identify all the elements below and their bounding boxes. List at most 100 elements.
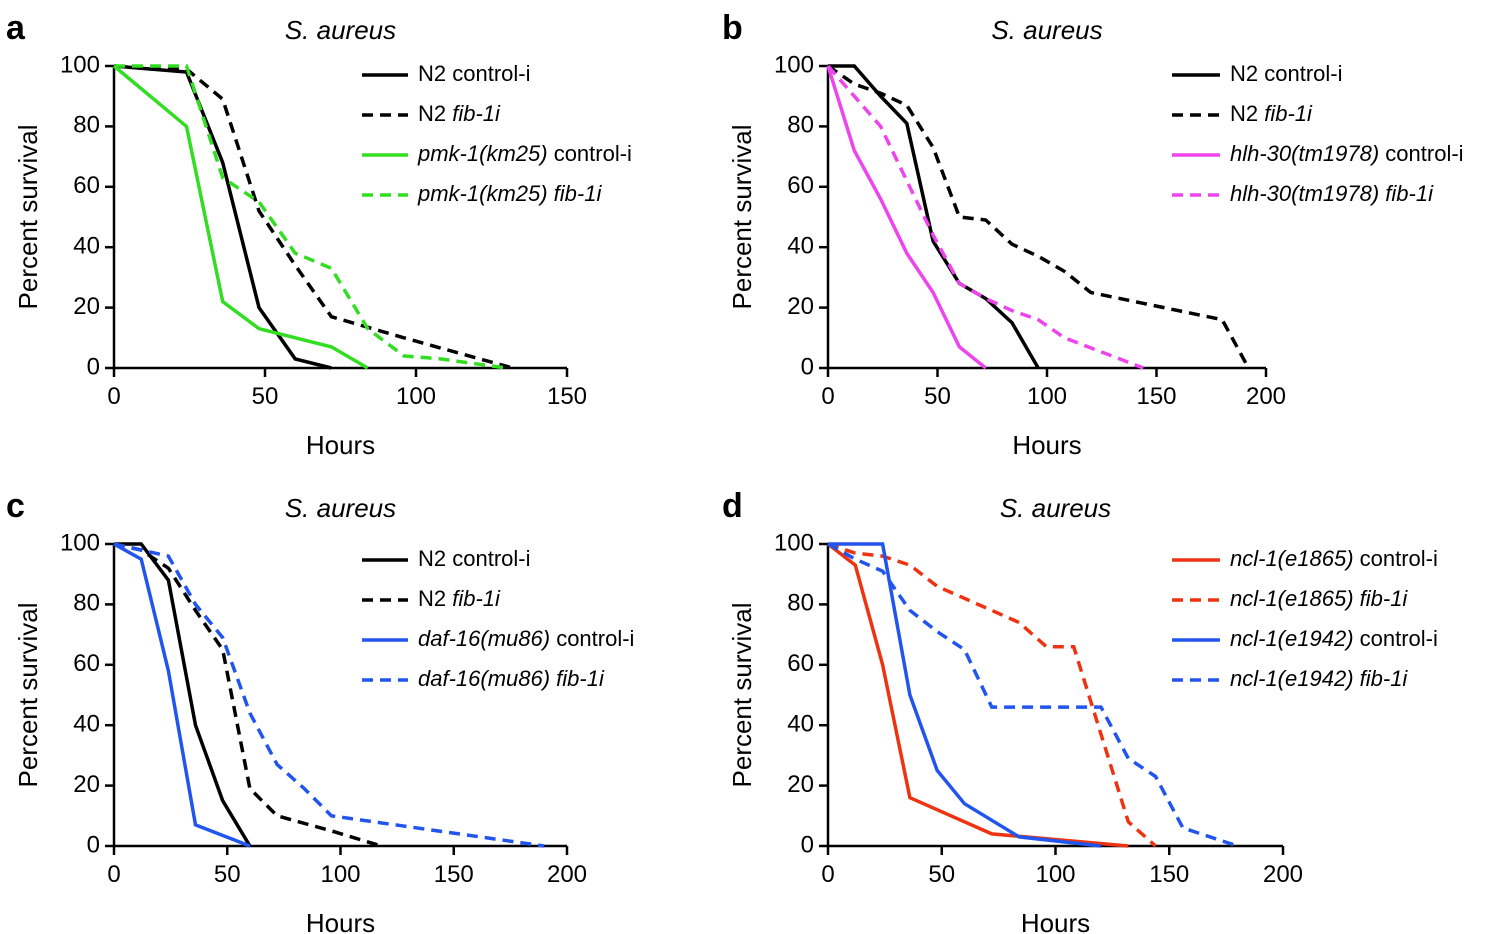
series-line-3 <box>828 542 1102 848</box>
legend-entry: N2 control-i <box>418 61 530 86</box>
y-tick-label: 100 <box>60 51 100 78</box>
panel-letter: a <box>6 9 26 47</box>
y-tick-label: 40 <box>787 233 814 260</box>
x-tick-label: 200 <box>1263 861 1303 888</box>
legend: N2 control-i N2 fib-1i daf-16(mu86) contro… <box>362 546 634 691</box>
y-tick-label: 20 <box>787 771 814 798</box>
legend: ncl-1(e1865) control-i ncl-1(e1865) fib-1… <box>1172 546 1438 691</box>
legend-entry: N2 fib-1i <box>1230 101 1313 126</box>
y-tick-label: 0 <box>87 831 100 858</box>
x-tick-label: 150 <box>1136 383 1176 410</box>
series-line-1 <box>828 64 1040 369</box>
chart-title: S. aureus <box>285 15 396 45</box>
y-axis-label: Percent survival <box>13 603 43 788</box>
x-tick-label: 50 <box>928 861 955 888</box>
y-tick-label: 20 <box>787 293 814 320</box>
x-tick-label: 50 <box>252 383 279 410</box>
x-tick-label: 200 <box>1246 383 1286 410</box>
y-tick-label: 100 <box>774 529 814 556</box>
y-tick-label: 100 <box>60 529 100 556</box>
legend-entry: ncl-1(e1865) control-i <box>1230 546 1438 571</box>
y-tick-label: 60 <box>73 172 100 199</box>
legend-entry: hlh-30(tm1978) fib-1i <box>1230 181 1434 206</box>
y-tick-label: 80 <box>787 590 814 617</box>
y-tick-label: 20 <box>73 293 100 320</box>
x-tick-label: 0 <box>107 861 120 888</box>
x-tick-label: 100 <box>396 383 436 410</box>
x-tick-label: 0 <box>107 383 120 410</box>
panel-b: b S. aureus 0 20 40 60 80 100 0 50 100 150 200 Hours P… <box>722 9 1464 460</box>
x-tick-label: 100 <box>1035 861 1075 888</box>
panel-letter: d <box>722 487 743 525</box>
x-tick-label: 50 <box>214 861 241 888</box>
panel-letter: c <box>6 487 25 525</box>
x-tick-label: 50 <box>924 383 951 410</box>
legend-entry: N2 control-i <box>418 546 530 571</box>
y-axis-label: Percent survival <box>13 125 43 310</box>
series-line-1 <box>114 542 252 847</box>
legend-entry: N2 fib-1i <box>418 586 501 611</box>
series-line-1 <box>113 64 332 370</box>
y-tick-label: 20 <box>73 771 100 798</box>
series-line-4 <box>114 64 507 370</box>
series-line-4 <box>827 542 1239 848</box>
legend-entry: pmk-1(km25) fib-1i <box>417 181 602 206</box>
legend-entry: ncl-1(e1942) control-i <box>1230 626 1438 651</box>
panel-letter: b <box>722 9 743 47</box>
series-line-3 <box>826 65 987 370</box>
legend-entry: N2 fib-1i <box>418 101 501 126</box>
x-tick-label: 150 <box>547 383 587 410</box>
series-line-1 <box>826 542 1129 848</box>
y-tick-label: 80 <box>787 112 814 139</box>
panel-d: d S. aureus 0 20 40 60 80 100 0 50 100 150 200 Hours P… <box>722 487 1438 934</box>
y-tick-label: 0 <box>801 353 814 380</box>
x-tick-label: 0 <box>821 861 834 888</box>
y-tick-label: 40 <box>787 711 814 738</box>
series-line-2 <box>113 542 382 848</box>
y-axis-label: Percent survival <box>727 603 757 788</box>
chart-title: S. aureus <box>285 493 396 523</box>
legend-entry: pmk-1(km25) control-i <box>417 141 632 166</box>
legend-entry: hlh-30(tm1978) control-i <box>1230 141 1464 166</box>
series-line-2 <box>113 64 514 370</box>
series-line-3 <box>112 64 369 370</box>
legend-entry: ncl-1(e1865) fib-1i <box>1230 586 1408 611</box>
x-axis-label: Hours <box>306 908 375 934</box>
y-tick-label: 40 <box>73 711 100 738</box>
series-line-4 <box>113 542 545 848</box>
y-tick-label: 0 <box>87 353 100 380</box>
panel-c: c S. aureus 0 20 40 60 80 100 0 50 100 150 200 Hours P… <box>6 487 634 934</box>
x-tick-label: 150 <box>1149 861 1189 888</box>
chart-title: S. aureus <box>1000 493 1111 523</box>
x-tick-label: 150 <box>434 861 474 888</box>
panel-a: a S. aureus 0 20 40 60 80 100 0 50 100 150 Hours Perc… <box>6 9 632 460</box>
x-tick-label: 200 <box>547 861 587 888</box>
x-tick-label: 0 <box>821 383 834 410</box>
y-tick-label: 60 <box>73 650 100 677</box>
legend-entry: ncl-1(e1942) fib-1i <box>1230 666 1408 691</box>
legend-entry: N2 control-i <box>1230 61 1342 86</box>
x-tick-label: 100 <box>1027 383 1067 410</box>
series-line-2 <box>827 542 1157 848</box>
y-tick-label: 80 <box>73 590 100 617</box>
chart-title: S. aureus <box>991 15 1102 45</box>
y-tick-label: 60 <box>787 172 814 199</box>
y-tick-label: 0 <box>801 831 814 858</box>
legend-entry: daf-16(mu86) control-i <box>418 626 634 651</box>
y-tick-label: 100 <box>774 51 814 78</box>
x-axis-label: Hours <box>1021 908 1090 934</box>
series-line-2 <box>827 64 1251 369</box>
x-tick-label: 100 <box>320 861 360 888</box>
y-axis-label: Percent survival <box>727 125 757 310</box>
y-tick-label: 40 <box>73 233 100 260</box>
legend: N2 control-i N2 fib-1i pmk-1(km25) control… <box>362 61 632 206</box>
x-axis-label: Hours <box>1012 430 1081 460</box>
series-line-4 <box>826 64 1145 370</box>
y-tick-label: 60 <box>787 650 814 677</box>
y-tick-label: 80 <box>73 112 100 139</box>
legend: N2 control-i N2 fib-1i hlh-30(tm1978) cont… <box>1172 61 1464 206</box>
legend-entry: daf-16(mu86) fib-1i <box>418 666 605 691</box>
x-axis-label: Hours <box>306 430 375 460</box>
series-line-3 <box>113 542 251 848</box>
